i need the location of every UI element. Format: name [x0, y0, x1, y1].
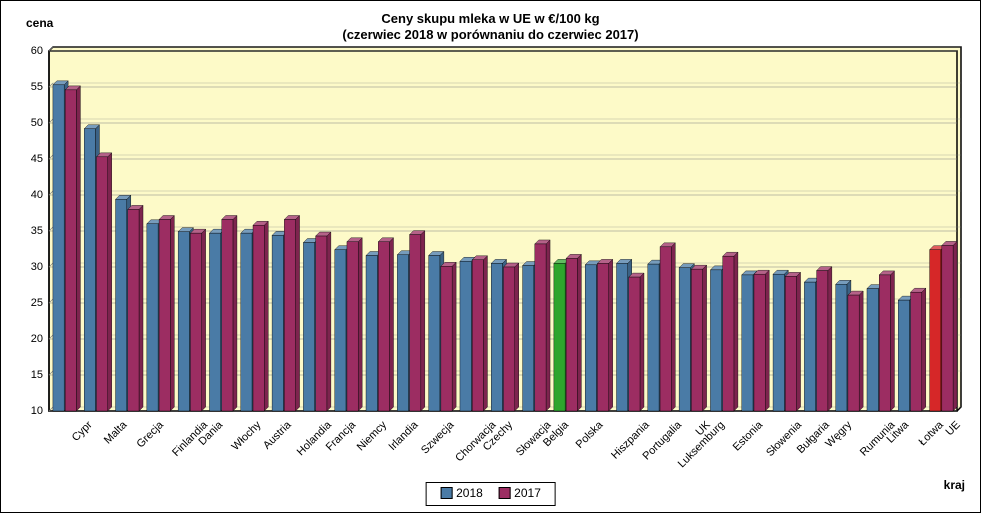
- legend-item-2018: 2018: [440, 486, 483, 500]
- legend-swatch-2017: [498, 487, 510, 499]
- xtick-label: Holandia: [295, 419, 334, 458]
- xtick-label: Malta: [102, 419, 130, 447]
- ytick-label: 40: [19, 189, 43, 201]
- ytick-label: 20: [19, 333, 43, 345]
- chart-legend: 2018 2017: [425, 482, 556, 506]
- ytick-label: 25: [19, 297, 43, 309]
- ytick-label: 50: [19, 117, 43, 129]
- ytick-label: 45: [19, 153, 43, 165]
- xtick-label: Niemcy: [355, 419, 389, 453]
- xtick-label: Włochy: [230, 419, 264, 453]
- legend-label-2018: 2018: [456, 486, 483, 500]
- ytick-label: 10: [19, 405, 43, 417]
- ytick-label: 30: [19, 261, 43, 273]
- x-axis-label: kraj: [944, 478, 965, 492]
- xtick-label: Austria: [261, 419, 294, 452]
- ytick-label: 35: [19, 225, 43, 237]
- legend-item-2017: 2017: [498, 486, 541, 500]
- xtick-label: Słowenia: [765, 419, 805, 459]
- xtick-label: Irlandia: [386, 419, 420, 453]
- ytick-label: 60: [19, 45, 43, 57]
- xtick-label: Estonia: [731, 419, 765, 453]
- xtick-label: Polska: [573, 419, 605, 451]
- ytick-label: 15: [19, 369, 43, 381]
- legend-swatch-2018: [440, 487, 452, 499]
- legend-label-2017: 2017: [514, 486, 541, 500]
- xtick-label: UE: [944, 419, 963, 438]
- xtick-label: Cypr: [69, 419, 94, 444]
- xtick-label: Grecja: [135, 419, 166, 450]
- ytick-label: 55: [19, 81, 43, 93]
- xtick-label: Łotwa: [917, 419, 946, 448]
- chart-plot: [1, 1, 969, 415]
- xtick-label: Szwecja: [419, 419, 456, 456]
- chart-container: Ceny skupu mleka w UE w €/100 kg (czerwi…: [0, 0, 981, 513]
